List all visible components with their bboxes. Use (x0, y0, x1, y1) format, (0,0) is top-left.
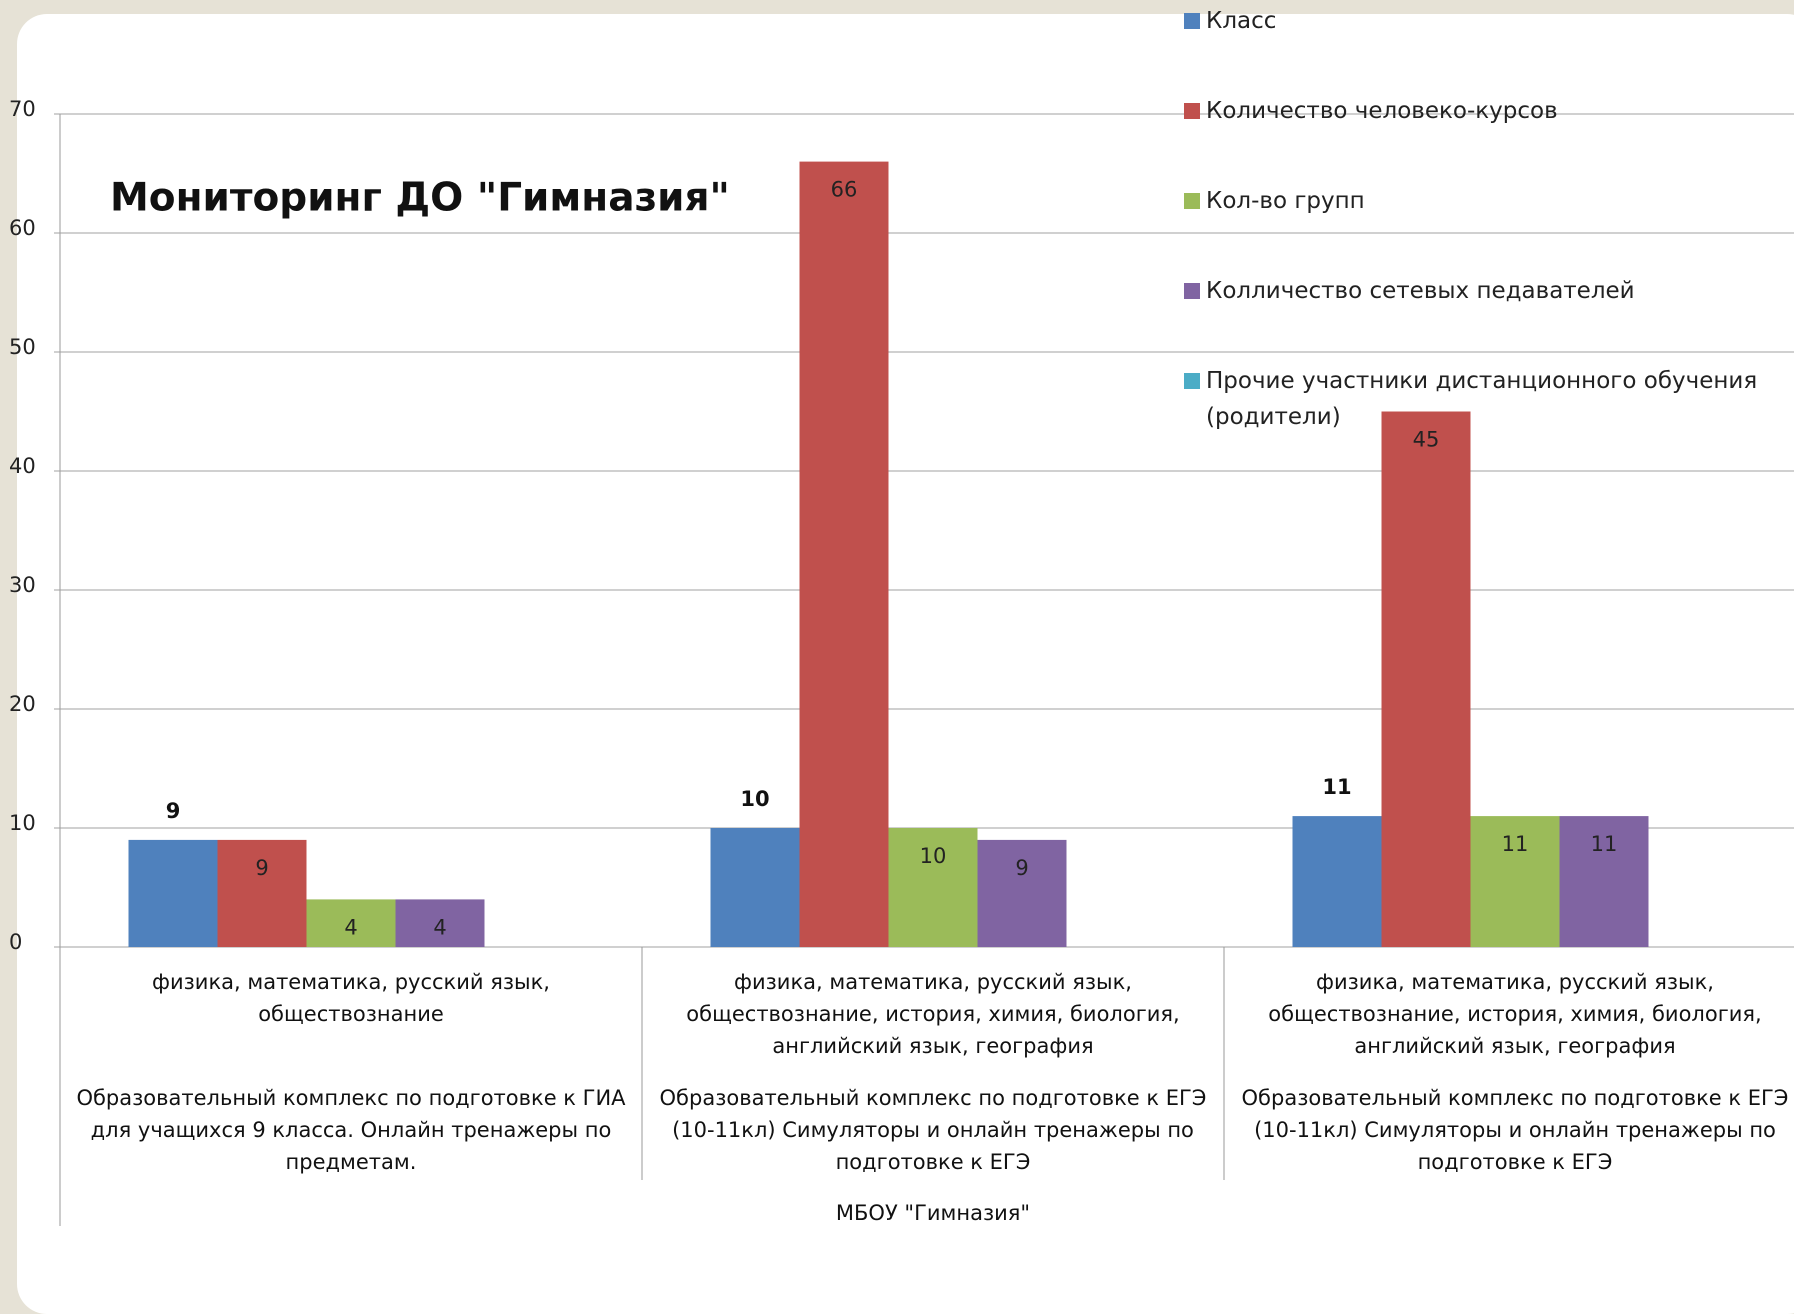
y-tick-label: 30 (9, 573, 36, 597)
x-axis-label: МБОУ "Гимназия" (835, 1201, 1031, 1225)
bar (977, 839, 1067, 947)
data-label: 11 (1502, 832, 1529, 856)
legend-swatch (1184, 373, 1200, 389)
legend-label: Количество человеко-курсов (1206, 98, 1558, 124)
bar (306, 899, 396, 947)
y-tick-label: 20 (9, 692, 36, 716)
legend-label: Класс (1206, 8, 1277, 34)
data-label: 45 (1413, 428, 1440, 452)
legend-swatch (1184, 103, 1200, 119)
data-label: 11 (1591, 832, 1618, 856)
bar (128, 839, 218, 947)
chart-title: Мониторинг ДО "Гимназия" (110, 176, 730, 221)
legend-label: Кол-во групп (1206, 188, 1365, 214)
y-tick-label: 40 (9, 454, 36, 478)
x-tick-label: физика, математика, русский язык, общест… (152, 970, 550, 1026)
page: Мониторинг ДО "Гимназия" 0 10 20 30 40 50 60 70… (9, 8, 1794, 1314)
data-label: 10 (740, 787, 769, 811)
x-group-label: Образовательный комплекс по подготовке к… (1241, 1086, 1789, 1174)
x-tick-label: физика, математика, русский язык, общест… (1268, 970, 1762, 1058)
chart: Мониторинг ДО "Гимназия" 0 10 20 30 40 50 60 70… (9, 13, 1794, 1226)
x-group-label: Образовательный комплекс по подготовке к… (659, 1086, 1207, 1174)
panel (17, 14, 1794, 1314)
x-tick-label: физика, математика, русский язык, общест… (686, 970, 1180, 1058)
data-label: 9 (255, 856, 268, 880)
bar (888, 828, 978, 947)
data-label: 4 (344, 915, 357, 939)
x-group-label: Образовательный комплекс по подготовке к… (76, 1086, 626, 1174)
legend-swatch (1184, 13, 1200, 29)
y-tick-label: 50 (9, 335, 36, 359)
y-tick-label: 60 (9, 216, 36, 240)
data-label: 11 (1322, 775, 1351, 799)
bar (1470, 816, 1560, 947)
data-label: 66 (831, 178, 858, 202)
bar (710, 828, 800, 947)
bar (395, 899, 485, 947)
data-label: 9 (166, 799, 181, 823)
y-tick-label: 70 (9, 97, 36, 121)
legend-label: Прочие участники дистанционного обучения… (1206, 368, 1758, 430)
bar (799, 161, 889, 948)
data-label: 9 (1015, 856, 1028, 880)
bar (217, 839, 307, 947)
bar (1559, 816, 1649, 947)
legend-swatch (1184, 193, 1200, 209)
bar (1381, 411, 1471, 947)
legend-swatch (1184, 283, 1200, 299)
bar (1292, 816, 1382, 947)
y-tick-label: 10 (9, 811, 36, 835)
y-tick-label: 0 (9, 930, 22, 954)
legend-label: Колличество сетевых педавателей (1206, 278, 1635, 304)
data-label: 4 (433, 915, 446, 939)
data-label: 10 (920, 844, 947, 868)
